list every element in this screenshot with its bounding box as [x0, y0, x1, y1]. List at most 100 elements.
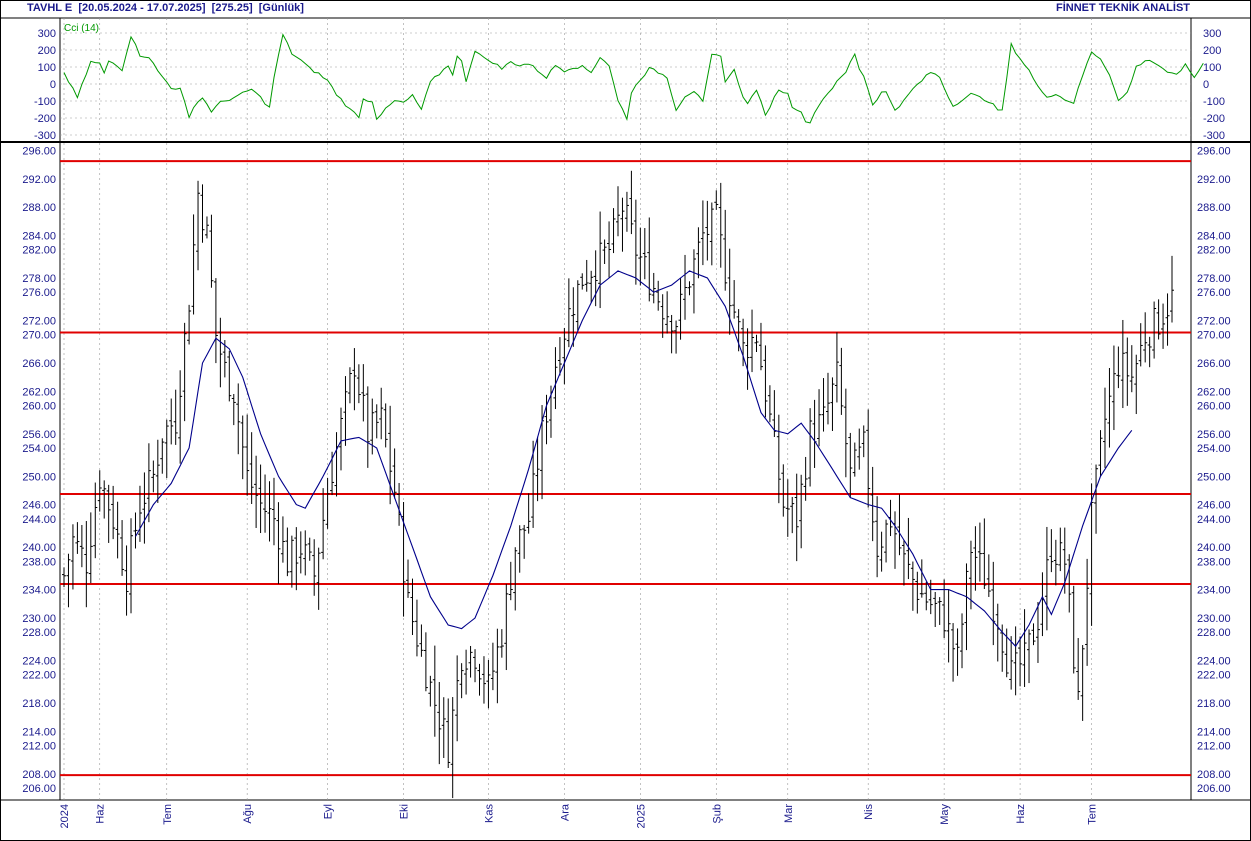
price-bar	[102, 480, 107, 519]
price-bar	[553, 347, 558, 410]
price-bar	[687, 281, 692, 296]
price-bar	[1170, 255, 1174, 323]
price-y-tick-left: 292.00	[22, 174, 56, 186]
price-bar	[146, 443, 151, 523]
price-y-tick-right: 288.00	[1197, 202, 1231, 214]
price-bar	[906, 517, 911, 580]
price-bar	[473, 649, 478, 683]
price-bar	[441, 697, 446, 758]
price-bar	[379, 387, 384, 440]
price-bar	[616, 186, 620, 237]
price-y-tick-left: 206.00	[22, 783, 56, 795]
price-bar	[88, 512, 93, 584]
x-tick-label: Haz	[1015, 804, 1027, 824]
price-bar	[209, 214, 214, 288]
price-y-tick-right: 222.00	[1197, 670, 1231, 682]
price-bar	[271, 477, 276, 546]
price-bar	[410, 578, 415, 636]
price-y-tick-right: 214.00	[1197, 726, 1231, 738]
price-bar	[910, 561, 915, 611]
price-bar	[884, 519, 889, 563]
price-y-tick-left: 284.00	[22, 231, 56, 243]
price-bar	[263, 474, 268, 533]
price-bar	[347, 367, 352, 404]
price-bar	[120, 520, 125, 576]
price-y-tick-left: 288.00	[22, 202, 56, 214]
price-bar	[977, 522, 982, 582]
price-bar	[397, 483, 402, 526]
price-bar	[213, 278, 218, 364]
price-bar	[968, 540, 973, 610]
price-bar	[946, 589, 951, 663]
cci-y-tick-right: 300	[1203, 28, 1221, 40]
price-bar	[691, 249, 696, 314]
price-bar	[437, 682, 442, 765]
price-bar	[155, 439, 160, 503]
chart-title: TAVHL E [20.05.2024 - 17.07.2025] [275.2…	[27, 2, 304, 14]
price-y-tick-left: 250.00	[22, 471, 56, 483]
price-bar	[548, 385, 553, 438]
price-bar	[1120, 319, 1125, 409]
x-tick-label: Şub	[711, 804, 723, 824]
price-bar	[571, 287, 576, 347]
price-y-tick-left: 278.00	[22, 273, 56, 285]
price-y-tick-right: 238.00	[1197, 556, 1231, 568]
price-bar	[164, 419, 169, 479]
price-bar	[785, 479, 790, 537]
price-bar	[334, 432, 339, 497]
price-bar	[803, 456, 808, 501]
price-bar	[808, 408, 813, 487]
price-bar	[821, 378, 826, 432]
price-y-tick-left: 260.00	[22, 400, 56, 412]
price-bar	[598, 211, 603, 309]
price-bar	[312, 539, 317, 596]
price-bar	[187, 304, 192, 345]
price-bar	[111, 485, 116, 540]
price-bar	[285, 527, 290, 577]
price-bar	[727, 248, 732, 335]
price-bar	[696, 227, 701, 279]
price-bar	[169, 398, 174, 445]
price-bar	[1009, 636, 1014, 690]
x-tick-label: Kas	[483, 804, 495, 823]
price-bar	[1076, 638, 1081, 700]
price-bar	[517, 525, 522, 573]
price-bar	[1040, 572, 1045, 637]
price-bar	[178, 370, 183, 464]
price-bar	[222, 340, 227, 378]
price-bar	[651, 272, 656, 304]
price-bar	[504, 583, 509, 671]
price-bar	[249, 432, 254, 505]
price-y-tick-right: 296.00	[1197, 146, 1231, 158]
price-bar	[236, 383, 241, 455]
price-bar	[825, 372, 830, 425]
price-bar	[741, 318, 746, 367]
price-bar	[97, 470, 102, 512]
price-bar	[624, 191, 629, 232]
cci-y-tick-right: 0	[1203, 79, 1209, 91]
price-bar	[1129, 345, 1134, 393]
price-bar	[589, 270, 594, 303]
price-bar	[1107, 367, 1112, 448]
cci-y-tick-left: 300	[38, 28, 56, 40]
price-bar	[683, 254, 688, 320]
price-bar	[973, 526, 978, 591]
price-bar	[1143, 312, 1148, 363]
x-tick-label: Nis	[863, 804, 875, 820]
price-bar	[423, 632, 428, 692]
price-y-tick-right: 224.00	[1197, 655, 1231, 667]
price-bar	[227, 350, 232, 402]
price-y-tick-left: 270.00	[22, 330, 56, 342]
price-y-tick-right: 244.00	[1197, 514, 1231, 526]
price-bar	[316, 547, 321, 610]
price-bar	[289, 535, 294, 588]
price-bar	[70, 524, 75, 590]
price-y-tick-right: 228.00	[1197, 627, 1231, 639]
price-bar	[866, 409, 871, 508]
price-bar	[1022, 609, 1027, 687]
price-bar	[245, 414, 250, 496]
price-y-tick-right: 256.00	[1197, 429, 1231, 441]
price-bar	[419, 624, 424, 657]
price-y-tick-right: 234.00	[1197, 585, 1231, 597]
price-bar	[459, 663, 464, 699]
